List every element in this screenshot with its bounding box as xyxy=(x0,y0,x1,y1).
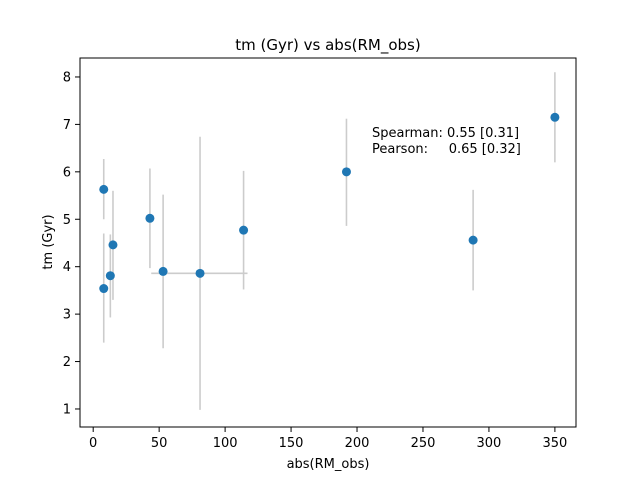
data-point-1 xyxy=(99,284,109,294)
y-tick-label-0: 1 xyxy=(63,402,71,417)
x-tick-label-2: 100 xyxy=(213,436,238,451)
y-tick-label-1: 2 xyxy=(63,355,71,370)
spearman-annotation: Spearman: 0.55 [0.31] xyxy=(372,126,519,141)
y-tick-label-5: 6 xyxy=(63,165,71,180)
x-axis-label: abs(RM_obs) xyxy=(287,457,370,472)
data-point-10 xyxy=(550,112,560,122)
data-point-6 xyxy=(195,268,205,278)
y-tick-label-3: 4 xyxy=(63,260,71,275)
x-tick-label-7: 350 xyxy=(542,436,567,451)
data-point-8 xyxy=(341,167,351,177)
y-axis-label: tm (Gyr) xyxy=(41,214,56,269)
y-tick-label-6: 7 xyxy=(63,118,71,133)
data-point-2 xyxy=(105,271,115,281)
data-point-7 xyxy=(239,225,249,235)
data-point-4 xyxy=(145,213,155,223)
x-tick-label-1: 50 xyxy=(151,436,168,451)
x-tick-label-5: 250 xyxy=(411,436,436,451)
y-axis-ticks: 1 2 3 4 5 6 7 8 xyxy=(63,70,80,417)
x-tick-label-3: 150 xyxy=(279,436,304,451)
x-tick-label-0: 0 xyxy=(89,436,97,451)
data-point-9 xyxy=(468,235,478,245)
points-layer xyxy=(99,112,560,294)
data-point-0 xyxy=(99,184,109,194)
data-point-3 xyxy=(108,240,118,250)
y-tick-label-7: 8 xyxy=(63,70,71,85)
x-axis-ticks: 0 50 100 150 200 250 300 350 xyxy=(89,427,567,451)
data-point-5 xyxy=(158,266,168,276)
y-tick-label-4: 5 xyxy=(63,213,71,228)
chart-title: tm (Gyr) vs abs(RM_obs) xyxy=(235,36,420,55)
y-tick-label-2: 3 xyxy=(63,308,71,323)
plot-frame xyxy=(79,57,577,428)
x-tick-label-6: 300 xyxy=(477,436,502,451)
pearson-annotation: Pearson: 0.65 [0.32] xyxy=(372,142,521,157)
x-tick-label-4: 200 xyxy=(345,436,370,451)
